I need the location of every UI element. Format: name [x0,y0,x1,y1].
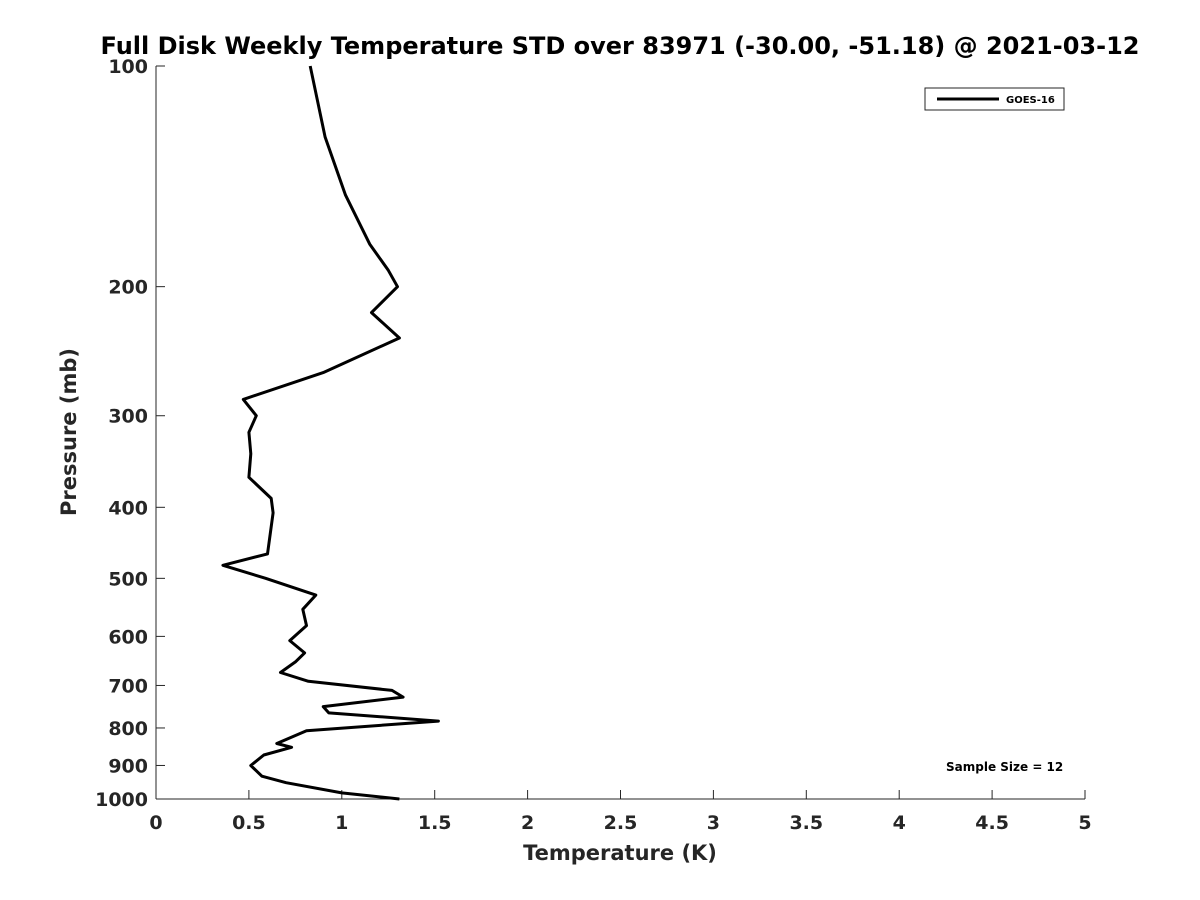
y-tick-label: 100 [108,56,148,78]
x-tick-label: 0.5 [232,812,266,834]
x-tick-label: 3.5 [789,812,823,834]
chart-title: Full Disk Weekly Temperature STD over 83… [101,32,1140,60]
y-tick-label: 800 [108,718,148,740]
y-axis-ticks: 100 200 300 400 500 600 700 800 900 1000 [95,56,165,811]
x-tick-label: 1.5 [418,812,452,834]
y-tick-label: 500 [108,568,148,590]
x-tick-label: 2 [521,812,534,834]
y-tick-label: 700 [108,675,148,697]
y-tick-label: 200 [108,277,148,299]
series-line-goes-16 [221,65,440,801]
plot-area [156,66,1085,799]
y-tick-label: 900 [108,755,148,777]
x-tick-label: 1 [335,812,348,834]
y-tick-label: 1000 [95,789,148,811]
y-tick-label: 300 [108,406,148,428]
x-axis-ticks: 0 0.5 1 1.5 2 2.5 3 3.5 4 4.5 5 [149,790,1092,834]
x-tick-label: 5 [1078,812,1091,834]
y-tick-label: 600 [108,626,148,648]
y-axis-label: Pressure (mb) [57,348,81,516]
legend-label: GOES-16 [1006,95,1055,106]
y-tick-label: 400 [108,497,148,519]
x-axis-label: Temperature (K) [523,841,717,865]
x-tick-label: 2.5 [604,812,638,834]
legend: GOES-16 [924,87,1065,111]
x-tick-label: 0 [149,812,162,834]
x-tick-label: 4 [893,812,906,834]
x-tick-label: 3 [707,812,720,834]
x-tick-label: 4.5 [975,812,1009,834]
sample-size-annotation: Sample Size = 12 [946,760,1063,774]
